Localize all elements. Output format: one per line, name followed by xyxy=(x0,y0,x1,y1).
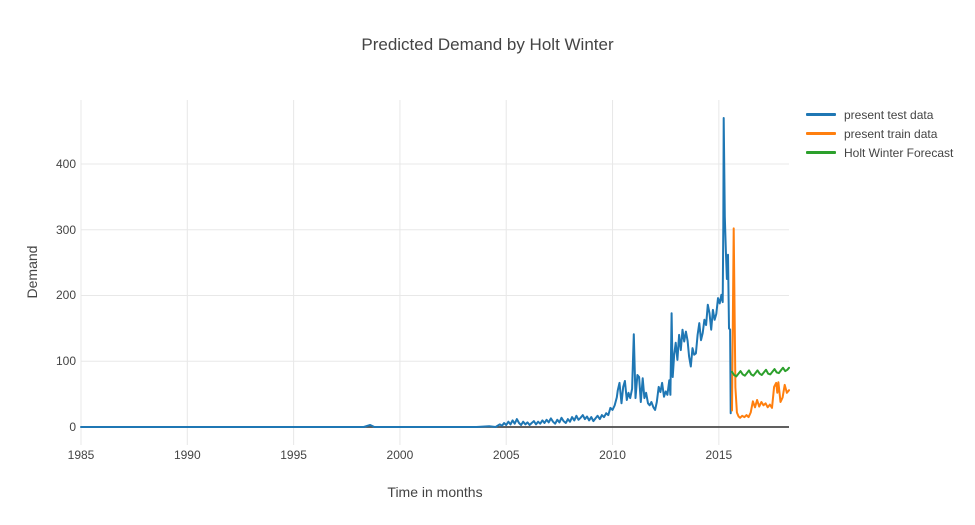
legend-item-holt-winter-forecast[interactable]: Holt Winter Forecast xyxy=(806,143,953,162)
legend-line-swatch xyxy=(806,113,836,116)
x-tick-label: 1985 xyxy=(67,448,95,462)
legend-item-label: Holt Winter Forecast xyxy=(844,145,954,160)
series-line-present-test-data xyxy=(80,117,732,428)
legend: present test data present train data Holt … xyxy=(806,105,953,162)
x-tick-label: 1995 xyxy=(280,448,307,462)
y-tick-label: 300 xyxy=(55,222,76,237)
legend-item-label: present test data xyxy=(844,107,934,122)
legend-item-present-test-data[interactable]: present test data xyxy=(806,105,953,124)
legend-line-swatch xyxy=(806,151,836,154)
series-line-holt-winter-forecast xyxy=(731,366,790,378)
x-tick-label: 2005 xyxy=(492,448,520,462)
chart-title: Predicted Demand by Holt Winter xyxy=(361,35,614,54)
y-tick-label: 100 xyxy=(55,354,76,369)
x-tick-label: 2015 xyxy=(705,448,733,462)
x-tick-label: 2000 xyxy=(386,448,414,462)
series-line-present-train-data xyxy=(731,227,790,419)
x-tick-label: 1990 xyxy=(173,448,201,462)
y-tick-label: 0 xyxy=(69,419,76,434)
legend-line-swatch xyxy=(806,132,836,135)
x-axis-title: Time in months xyxy=(387,484,483,500)
legend-item-present-train-data[interactable]: present train data xyxy=(806,124,953,143)
y-axis-title: Demand xyxy=(24,245,40,299)
x-tick-label: 2010 xyxy=(599,448,626,462)
legend-item-label: present train data xyxy=(844,126,938,141)
y-tick-label: 200 xyxy=(55,288,76,303)
y-tick-label: 400 xyxy=(55,156,76,171)
